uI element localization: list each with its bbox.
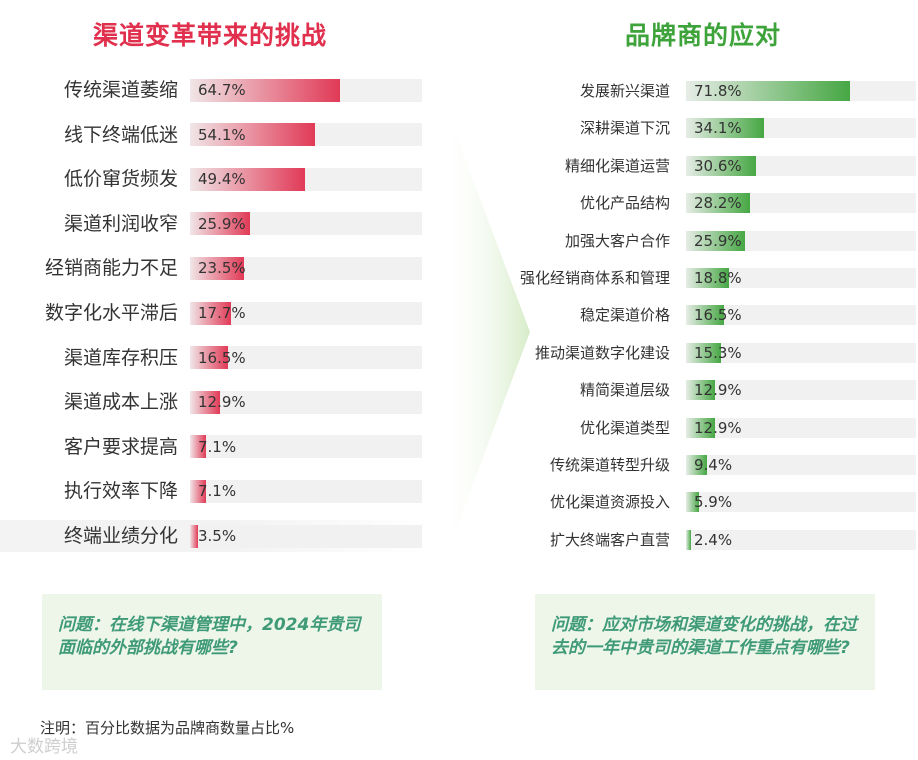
- value-label: 12.9%: [694, 418, 742, 437]
- value-label: 18.8%: [694, 269, 742, 287]
- bar: [686, 417, 716, 438]
- category-label: 传统渠道转型升级: [549, 456, 670, 474]
- value-label: 16.5%: [198, 348, 246, 367]
- arrow-icon: [440, 92, 530, 572]
- bar-track: [686, 380, 916, 401]
- bar-track: [190, 346, 422, 370]
- bar-track: [190, 301, 422, 325]
- value-label: 30.6%: [694, 156, 742, 175]
- value-label: 2.4%: [694, 530, 733, 549]
- question-box-responses: 问题：应对市场和渠道变化的挑战，在过去的一年中贵司的渠道工作重点有哪些?: [535, 594, 875, 690]
- category-label: 渠道利润收窄: [63, 212, 178, 235]
- value-label: 16.5%: [694, 306, 742, 325]
- bar: [686, 193, 751, 214]
- bar: [686, 230, 746, 251]
- bar-track: [686, 268, 916, 288]
- bar-track: [190, 479, 422, 503]
- bar: [686, 380, 716, 401]
- value-label: 25.9%: [694, 231, 742, 250]
- footnote: 注明：百分比数据为品牌商数量占比%: [40, 719, 295, 737]
- question-box-challenges: 问题：在线下渠道管理中，2024年贵司面临的外部挑战有哪些?: [42, 594, 382, 690]
- value-label: 28.2%: [694, 194, 742, 213]
- value-label: 12.9%: [694, 381, 742, 400]
- watermark: 大数跨境: [10, 737, 78, 757]
- bar: [190, 301, 232, 325]
- bar-track: [190, 256, 422, 280]
- category-label: 优化产品结构: [579, 194, 670, 213]
- category-label: 深耕渠道下沉: [579, 119, 670, 138]
- value-label: 71.8%: [694, 82, 742, 100]
- bar-track: [686, 529, 916, 550]
- value-label: 15.3%: [694, 343, 742, 362]
- category-label: 终端业绩分化: [63, 525, 178, 547]
- value-label: 5.9%: [694, 493, 733, 512]
- value-label: 25.9%: [198, 214, 246, 233]
- bar-track: [686, 342, 916, 363]
- value-label: 9.4%: [694, 456, 733, 474]
- category-label: 线下终端低迷: [63, 123, 178, 146]
- question-text-responses: 问题：应对市场和渠道变化的挑战，在过去的一年中贵司的渠道工作重点有哪些?: [551, 615, 857, 658]
- category-label: 传统渠道萎缩: [63, 79, 178, 101]
- bar: [686, 155, 756, 176]
- bar: [190, 212, 251, 236]
- bar: [686, 268, 729, 288]
- bar-track: [190, 435, 422, 459]
- category-label: 优化渠道类型: [579, 418, 670, 437]
- bar-track: [190, 390, 422, 414]
- category-label: 数字化水平滞后: [44, 302, 178, 324]
- bar: [190, 256, 245, 280]
- value-label: 54.1%: [198, 125, 246, 144]
- value-label: 23.5%: [198, 259, 246, 278]
- category-label: 精简渠道层级: [579, 381, 670, 400]
- bar: [190, 435, 207, 459]
- value-label: 34.1%: [694, 119, 742, 138]
- right-chart-title: 品牌商的应对: [625, 21, 782, 50]
- bar: [190, 346, 229, 370]
- bar: [686, 118, 764, 139]
- value-label: 3.5%: [198, 527, 237, 545]
- category-label: 渠道库存积压: [63, 346, 178, 369]
- category-label: 经销商能力不足: [44, 257, 178, 280]
- value-label: 64.7%: [198, 81, 246, 99]
- bar: [686, 455, 708, 475]
- value-label: 12.9%: [198, 393, 246, 412]
- bar: [190, 390, 220, 414]
- question-text-challenges: 问题：在线下渠道管理中，2024年贵司面临的外部挑战有哪些?: [58, 615, 361, 658]
- bar-track: [190, 524, 422, 548]
- bar-track: [686, 492, 916, 513]
- category-label: 发展新兴渠道: [579, 82, 670, 100]
- bar: [686, 81, 850, 101]
- bar-track: [686, 455, 916, 475]
- category-label: 稳定渠道价格: [579, 306, 670, 325]
- bar: [190, 167, 305, 191]
- bar: [190, 524, 199, 548]
- category-label: 加强大客户合作: [564, 231, 670, 250]
- category-label: 低价窜货频发: [63, 168, 178, 191]
- category-label: 推动渠道数字化建设: [534, 343, 670, 362]
- bar-track: [686, 305, 916, 326]
- bar: [190, 78, 340, 102]
- bar: [190, 123, 316, 147]
- value-label: 7.1%: [198, 437, 237, 456]
- value-label: 17.7%: [198, 304, 246, 322]
- category-label: 强化经销商体系和管理: [519, 269, 670, 287]
- category-label: 扩大终端客户直营: [549, 530, 670, 549]
- bar-track: [686, 417, 916, 438]
- category-label: 渠道成本上涨: [63, 391, 178, 414]
- category-label: 优化渠道资源投入: [549, 493, 670, 512]
- bar: [686, 529, 692, 550]
- bar: [190, 479, 207, 503]
- category-label: 客户要求提高: [63, 435, 178, 458]
- bar: [686, 305, 724, 326]
- bar: [686, 342, 721, 363]
- value-label: 7.1%: [198, 482, 237, 501]
- left-chart-title: 渠道变革带来的挑战: [93, 21, 328, 50]
- value-label: 49.4%: [198, 170, 246, 189]
- category-label: 精细化渠道运营: [564, 156, 670, 175]
- bar: [686, 492, 700, 513]
- category-label: 执行效率下降: [63, 480, 178, 503]
